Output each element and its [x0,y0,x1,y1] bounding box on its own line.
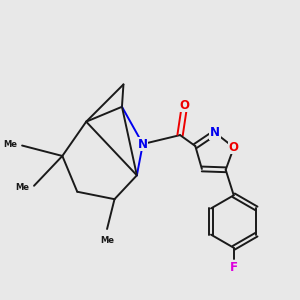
Text: Me: Me [100,236,114,244]
Text: N: N [138,137,148,151]
Text: F: F [230,261,238,274]
Text: O: O [180,99,190,112]
Text: Me: Me [16,183,30,192]
Text: N: N [210,126,220,139]
Text: Me: Me [4,140,18,148]
Text: O: O [229,141,239,154]
